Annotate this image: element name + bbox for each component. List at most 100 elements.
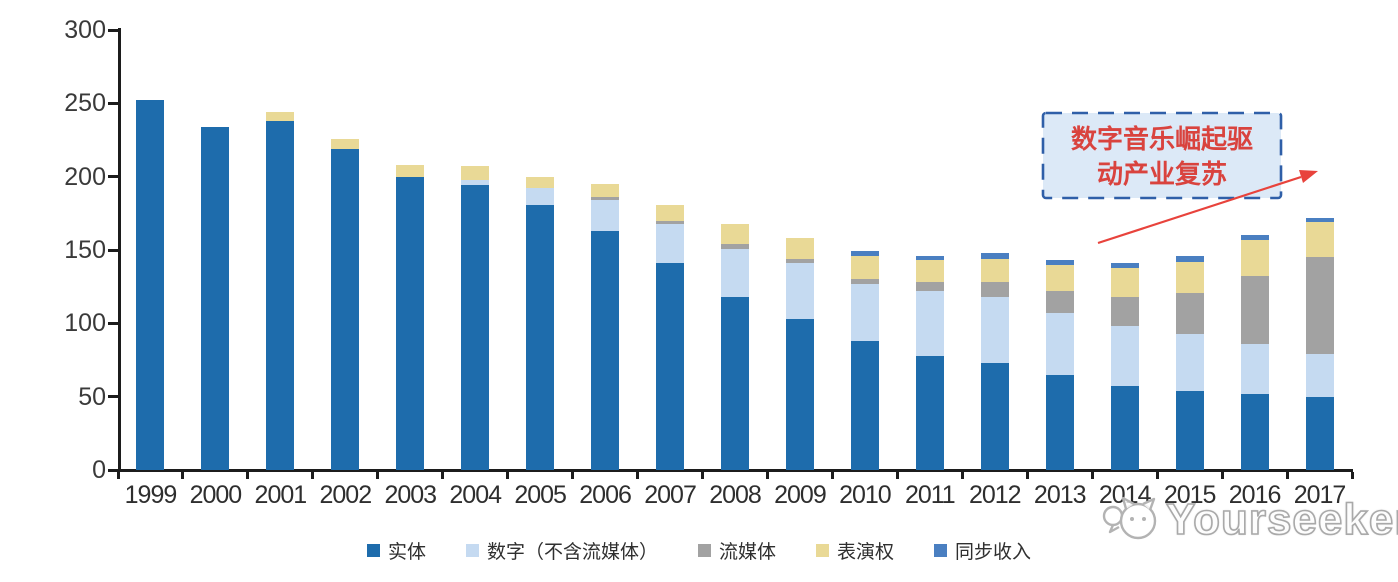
x-axis-label-2013: 2013 [1033, 481, 1087, 509]
y-axis-label-50: 50 [78, 382, 106, 411]
y-axis-tick [108, 28, 118, 32]
bar-segment-2006 [591, 197, 620, 201]
bar-segment-2017 [1305, 396, 1334, 470]
annotation-text-line1: 数字音乐崛起驱 [1070, 124, 1253, 154]
bar-segment-2003 [396, 164, 425, 177]
x-axis-label-2000: 2000 [189, 481, 243, 509]
x-axis-tick [765, 472, 769, 479]
bar-segment-2010 [850, 251, 879, 256]
annotation-text-line2: 动产业复苏 [1096, 159, 1227, 189]
bar-segment-2001 [266, 120, 295, 470]
bar-segment-2006 [591, 200, 620, 231]
bar-segment-2009 [785, 318, 814, 470]
x-axis-tick [960, 472, 964, 479]
y-axis-label-100: 100 [64, 309, 106, 338]
bar-segment-2014 [1110, 267, 1139, 297]
x-axis-label-2016: 2016 [1228, 481, 1282, 509]
bar-segment-2014 [1110, 326, 1139, 387]
legend-swatch-icon [934, 544, 948, 557]
x-axis-tick [1220, 472, 1224, 479]
x-axis-label-2012: 2012 [968, 481, 1022, 509]
bar-segment-2009 [785, 238, 814, 259]
y-axis-line [118, 28, 121, 472]
legend-swatch-icon [366, 544, 380, 557]
x-axis-label-2007: 2007 [644, 481, 697, 509]
y-axis-tick [108, 395, 118, 399]
bar-segment-2006 [591, 230, 620, 470]
yourseeker-logo-icon [1102, 496, 1157, 540]
bar-segment-2007 [656, 263, 685, 470]
legend-label: 同步收入 [955, 542, 1032, 563]
x-axis-label-2005: 2005 [514, 481, 567, 509]
x-axis-line [118, 469, 1353, 472]
x-axis-tick [1155, 472, 1159, 479]
x-axis-tick [376, 472, 380, 479]
x-axis-label-2002: 2002 [319, 481, 373, 509]
bar-segment-2009 [785, 263, 814, 319]
legend-item: 数字（不含流媒体） [465, 537, 658, 564]
bar-segment-2010 [850, 279, 879, 284]
bar-segment-2011 [915, 255, 944, 261]
bar-segment-2012 [980, 296, 1009, 363]
bar-segment-2012 [980, 258, 1009, 283]
bar-segment-1999 [136, 100, 165, 470]
bar-segment-2016 [1240, 393, 1269, 470]
bar-segment-2015 [1175, 255, 1204, 262]
y-axis-tick [108, 321, 118, 325]
bar-segment-2012 [980, 362, 1009, 470]
bar-segment-2011 [915, 260, 944, 283]
x-axis-label-2010: 2010 [839, 481, 892, 509]
watermark-text: Yourseeker [1165, 494, 1398, 545]
bar-segment-2003 [396, 176, 425, 470]
legend-item: 同步收入 [934, 537, 1031, 564]
bar-segment-2016 [1240, 276, 1269, 344]
x-axis-label-2009: 2009 [774, 481, 827, 509]
y-axis-tick [108, 468, 118, 472]
bar-segment-2005 [526, 188, 555, 205]
bar-segment-2017 [1305, 222, 1334, 258]
bar-segment-2007 [656, 223, 685, 264]
bar-segment-2000 [201, 126, 230, 470]
bar-segment-2016 [1240, 235, 1269, 240]
callout-arrow-head-icon [1299, 170, 1318, 183]
watermark: Yourseeker [1100, 494, 1398, 546]
x-axis-tick [1350, 472, 1354, 479]
bar-segment-2017 [1305, 217, 1334, 223]
x-axis-tick [1285, 472, 1289, 479]
bar-segment-2008 [721, 223, 749, 245]
y-axis-tick [108, 101, 118, 105]
y-axis-label-300: 300 [64, 16, 106, 44]
x-axis-tick [441, 472, 445, 479]
legend-item: 实体 [366, 537, 426, 564]
x-axis-label-1999: 1999 [124, 481, 178, 509]
bar-segment-2007 [656, 220, 685, 224]
bar-segment-2012 [980, 252, 1009, 259]
x-axis-label-2006: 2006 [579, 481, 632, 509]
bar-segment-2014 [1110, 263, 1139, 268]
bar-segment-2007 [656, 204, 685, 221]
bar-segment-2011 [915, 355, 944, 470]
x-axis-tick [571, 472, 575, 479]
x-axis-label-2003: 2003 [384, 481, 437, 509]
x-axis-tick [1025, 472, 1029, 479]
y-axis-label-0: 0 [92, 456, 106, 484]
y-axis-tick [108, 248, 118, 252]
x-axis-label-2001: 2001 [254, 481, 308, 509]
x-axis-label-2004: 2004 [449, 481, 502, 509]
bar-segment-2005 [526, 204, 555, 470]
y-axis-tick [108, 175, 118, 179]
bar-segment-2013 [1045, 260, 1074, 265]
bar-segment-2010 [850, 283, 879, 341]
bar-segment-2002 [331, 148, 360, 470]
bar-segment-2008 [721, 296, 749, 470]
bar-segment-2014 [1110, 386, 1139, 470]
bar-segment-2015 [1175, 333, 1204, 391]
x-axis-tick [636, 472, 640, 479]
bar-segment-2013 [1045, 264, 1074, 292]
legend-swatch-icon [697, 544, 711, 557]
bar-segment-2013 [1045, 313, 1074, 375]
bar-segment-2015 [1175, 390, 1204, 470]
bar-segment-2004 [461, 166, 490, 180]
bar-segment-2014 [1110, 296, 1139, 327]
